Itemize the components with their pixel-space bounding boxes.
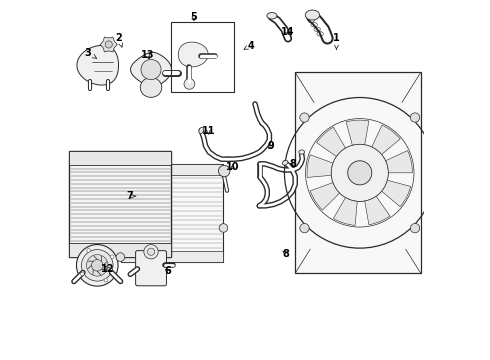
Circle shape (92, 260, 103, 271)
Circle shape (410, 224, 420, 233)
Text: 1: 1 (333, 33, 340, 49)
Wedge shape (386, 150, 413, 173)
Bar (172, 22, 234, 92)
Polygon shape (130, 52, 172, 87)
Circle shape (104, 279, 108, 282)
Text: 14: 14 (281, 27, 294, 37)
Wedge shape (307, 155, 333, 177)
Circle shape (144, 244, 158, 259)
Bar (69, 151, 172, 165)
Text: 8: 8 (290, 159, 296, 169)
Circle shape (410, 113, 420, 122)
Circle shape (110, 255, 114, 258)
Polygon shape (100, 37, 117, 52)
Text: 5: 5 (191, 12, 197, 22)
Bar (122, 164, 223, 262)
Text: 4: 4 (244, 41, 254, 50)
Text: 3: 3 (85, 48, 97, 58)
Circle shape (331, 144, 389, 202)
Ellipse shape (140, 78, 162, 97)
Wedge shape (317, 127, 345, 156)
Wedge shape (365, 196, 390, 225)
Circle shape (219, 165, 230, 177)
Wedge shape (310, 183, 340, 210)
Text: 11: 11 (202, 126, 215, 135)
Circle shape (348, 161, 372, 185)
Circle shape (300, 224, 309, 233)
Text: 10: 10 (226, 162, 239, 172)
Ellipse shape (305, 10, 319, 20)
Ellipse shape (199, 127, 203, 134)
Circle shape (147, 248, 155, 255)
Circle shape (300, 113, 309, 122)
Ellipse shape (282, 161, 288, 165)
Ellipse shape (299, 150, 304, 154)
Circle shape (105, 41, 112, 48)
Circle shape (184, 78, 195, 89)
Wedge shape (333, 198, 357, 225)
Text: 12: 12 (101, 264, 115, 274)
Circle shape (76, 244, 118, 286)
Polygon shape (178, 42, 208, 67)
Bar (295, 72, 421, 273)
Bar (122, 251, 223, 262)
Bar (69, 151, 172, 257)
Text: 7: 7 (126, 191, 136, 201)
Circle shape (80, 272, 84, 276)
Wedge shape (346, 120, 369, 145)
Wedge shape (372, 125, 400, 154)
Circle shape (219, 224, 228, 232)
Bar (122, 164, 223, 175)
Bar (69, 243, 172, 257)
Text: 8: 8 (282, 248, 289, 258)
Wedge shape (382, 180, 411, 207)
Circle shape (87, 255, 108, 276)
Text: 6: 6 (165, 266, 172, 276)
FancyBboxPatch shape (136, 251, 167, 286)
Circle shape (141, 59, 161, 80)
Polygon shape (77, 45, 119, 85)
Ellipse shape (267, 13, 277, 19)
Text: 2: 2 (115, 33, 122, 47)
Circle shape (81, 249, 113, 281)
Circle shape (87, 249, 91, 252)
Text: 9: 9 (268, 141, 274, 151)
Text: 13: 13 (141, 50, 154, 60)
Circle shape (116, 253, 124, 261)
